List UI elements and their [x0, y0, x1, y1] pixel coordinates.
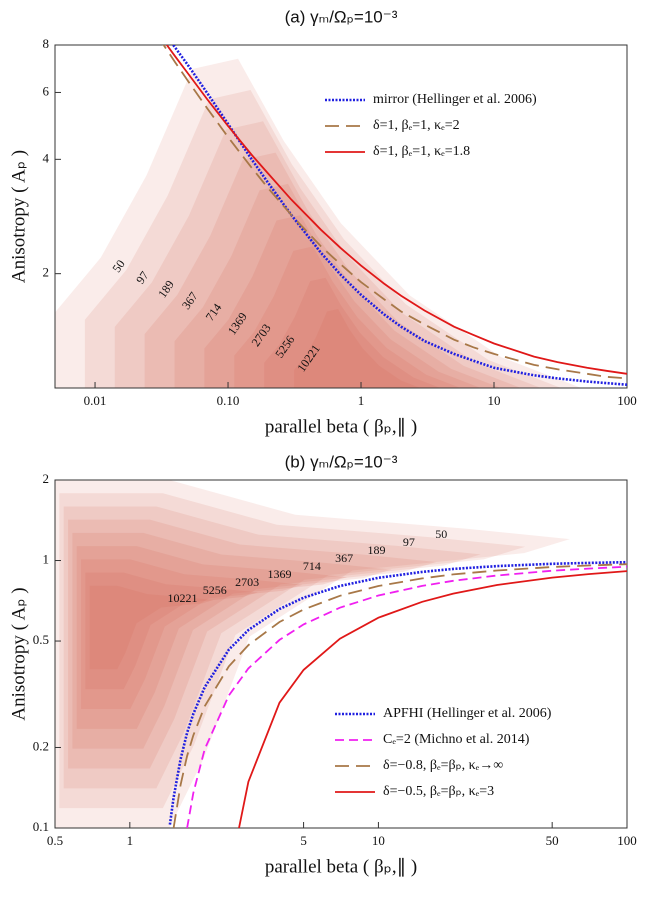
legend-label: Cₑ=2 (Michno et al. 2014) — [383, 732, 530, 747]
threshold-curve — [186, 565, 627, 828]
contour-region — [89, 585, 214, 670]
legend-label: APFHI (Hellinger et al. 2006) — [383, 706, 552, 721]
y-tick-label: 2 — [43, 471, 50, 486]
panel: 50 97 189 367 714 1369 2703 5256 10221 0.5 1 5 10 50 1… — [8, 452, 636, 877]
threshold-curve — [168, 560, 627, 825]
contour-region — [144, 152, 521, 388]
contour-region — [204, 215, 481, 388]
threshold-curve — [238, 570, 627, 828]
contour-label: 97 — [403, 535, 415, 549]
contour-region — [84, 90, 562, 388]
y-tick-label: 2 — [43, 265, 50, 280]
threshold-curve — [162, 45, 627, 380]
legend-label: mirror (Hellinger et al. 2006) — [373, 92, 537, 107]
contour-region — [174, 183, 501, 388]
x-tick-label: 1 — [358, 393, 365, 408]
contour-label: 367 — [335, 551, 353, 565]
plot-frame — [54, 479, 628, 829]
legend-label: δ=−0.5, βₑ=βₚ, κₑ=3 — [383, 784, 494, 799]
contour-label: 2703 — [235, 575, 259, 589]
contour-region — [76, 546, 348, 729]
y-tick-label: 0.1 — [33, 819, 49, 834]
contour-label: 714 — [303, 559, 321, 573]
x-axis-label: parallel beta ( βₚ,∥ ) — [265, 416, 417, 437]
threshold-curve — [171, 45, 627, 386]
x-tick-label: 10 — [488, 393, 501, 408]
contour-region — [81, 559, 303, 709]
contour-region — [72, 532, 392, 749]
contour-region — [68, 519, 437, 769]
x-tick-label: 100 — [617, 833, 637, 848]
y-tick-label: 6 — [43, 83, 50, 98]
x-tick-label: 10 — [372, 833, 385, 848]
chart-title: (b) γₘ/Ωₚ=10⁻³ — [285, 452, 398, 471]
contour-region — [59, 493, 526, 809]
x-axis-label: parallel beta ( βₚ,∥ ) — [265, 856, 417, 877]
y-tick-label: 4 — [43, 150, 50, 165]
threshold-curve — [172, 563, 627, 828]
contour-label: 1369 — [267, 567, 291, 581]
contour-region — [264, 277, 441, 388]
contour-label: 50 — [435, 527, 447, 541]
legend-label: δ=1, βₑ=1, κₑ=1.8 — [373, 144, 470, 159]
x-tick-label: 50 — [546, 833, 559, 848]
legend-label: δ=−0.8, βₑ=βₚ, κₑ→∞ — [383, 758, 503, 773]
x-tick-label: 5 — [300, 833, 307, 848]
contour-region — [114, 121, 542, 388]
y-tick-label: 8 — [43, 36, 50, 51]
legend-label: δ=1, βₑ=1, κₑ=2 — [373, 118, 460, 133]
plot-frame — [54, 44, 628, 389]
x-tick-label: 100 — [617, 393, 637, 408]
y-axis-label: Anisotropy ( Aₚ ) — [8, 587, 29, 720]
y-tick-label: 1 — [43, 552, 50, 567]
contour-region — [55, 58, 582, 388]
contour-label: 189 — [368, 543, 386, 557]
x-tick-label: 1 — [127, 833, 134, 848]
contour-region — [63, 506, 481, 789]
contour-label: 5256 — [203, 583, 227, 597]
x-tick-label: 0.5 — [47, 833, 63, 848]
contour-region — [294, 308, 421, 388]
x-tick-label: 0.01 — [84, 393, 107, 408]
contour-label: 10221 — [167, 591, 197, 605]
contour-region — [85, 572, 258, 690]
contour-region — [234, 246, 461, 388]
y-axis-label: Anisotropy ( Aₚ ) — [8, 150, 29, 283]
y-tick-label: 0.2 — [33, 738, 49, 753]
x-tick-label: 0.10 — [217, 393, 240, 408]
threshold-curve — [165, 45, 627, 375]
contour-region — [55, 480, 570, 828]
y-tick-label: 0.5 — [33, 632, 49, 647]
chart-title: (a) γₘ/Ωₚ=10⁻³ — [285, 7, 398, 26]
